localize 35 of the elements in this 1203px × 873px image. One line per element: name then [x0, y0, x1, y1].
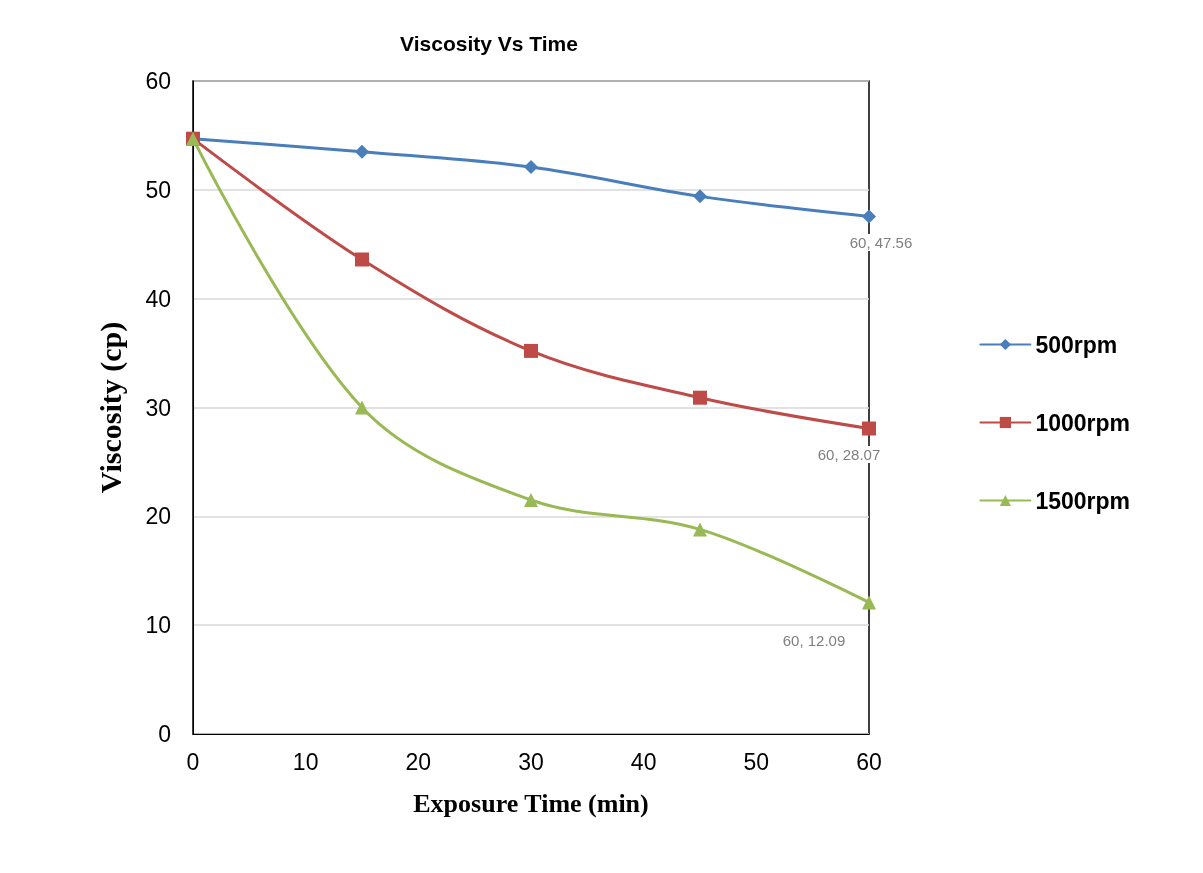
x-tick-label: 50	[743, 748, 770, 775]
legend-label: 1500rpm	[1035, 487, 1131, 514]
y-tick-label: 60	[145, 68, 171, 94]
point	[524, 343, 538, 358]
x-tick-label: 60	[856, 748, 882, 775]
point	[355, 144, 369, 159]
legend-label: 1000rpm	[1035, 409, 1131, 436]
x-tick-label: 10	[292, 748, 319, 775]
point	[524, 159, 538, 174]
point	[862, 421, 876, 436]
x-tick-label: 30	[518, 748, 544, 775]
x-axis-title: Exposure Time (min)	[413, 788, 649, 818]
legend-label: 500rpm	[1035, 331, 1118, 358]
y-tick-label: 30	[145, 394, 171, 421]
y-tick-label: 10	[145, 612, 171, 639]
point	[693, 189, 707, 204]
data-label: 60, 12.09	[782, 631, 846, 649]
point	[693, 522, 707, 537]
point	[862, 209, 876, 224]
point	[524, 493, 538, 508]
y-tick-label: 50	[145, 176, 171, 203]
point	[355, 252, 369, 267]
data-label: 60, 47.56	[849, 233, 913, 251]
chart-title: Viscosity Vs Time	[400, 32, 578, 55]
y-tick-label: 40	[145, 285, 171, 312]
y-tick-label: 20	[145, 503, 171, 530]
data-label: 60, 28.07	[817, 446, 881, 463]
point	[862, 595, 876, 610]
point	[355, 400, 369, 415]
x-tick-label: 0	[186, 748, 200, 775]
point	[693, 390, 707, 405]
y-axis-title: Viscosity (cp)	[93, 321, 128, 494]
x-tick-label: 40	[630, 748, 657, 775]
x-tick-label: 20	[405, 748, 432, 775]
y-tick-label: 0	[158, 721, 171, 747]
